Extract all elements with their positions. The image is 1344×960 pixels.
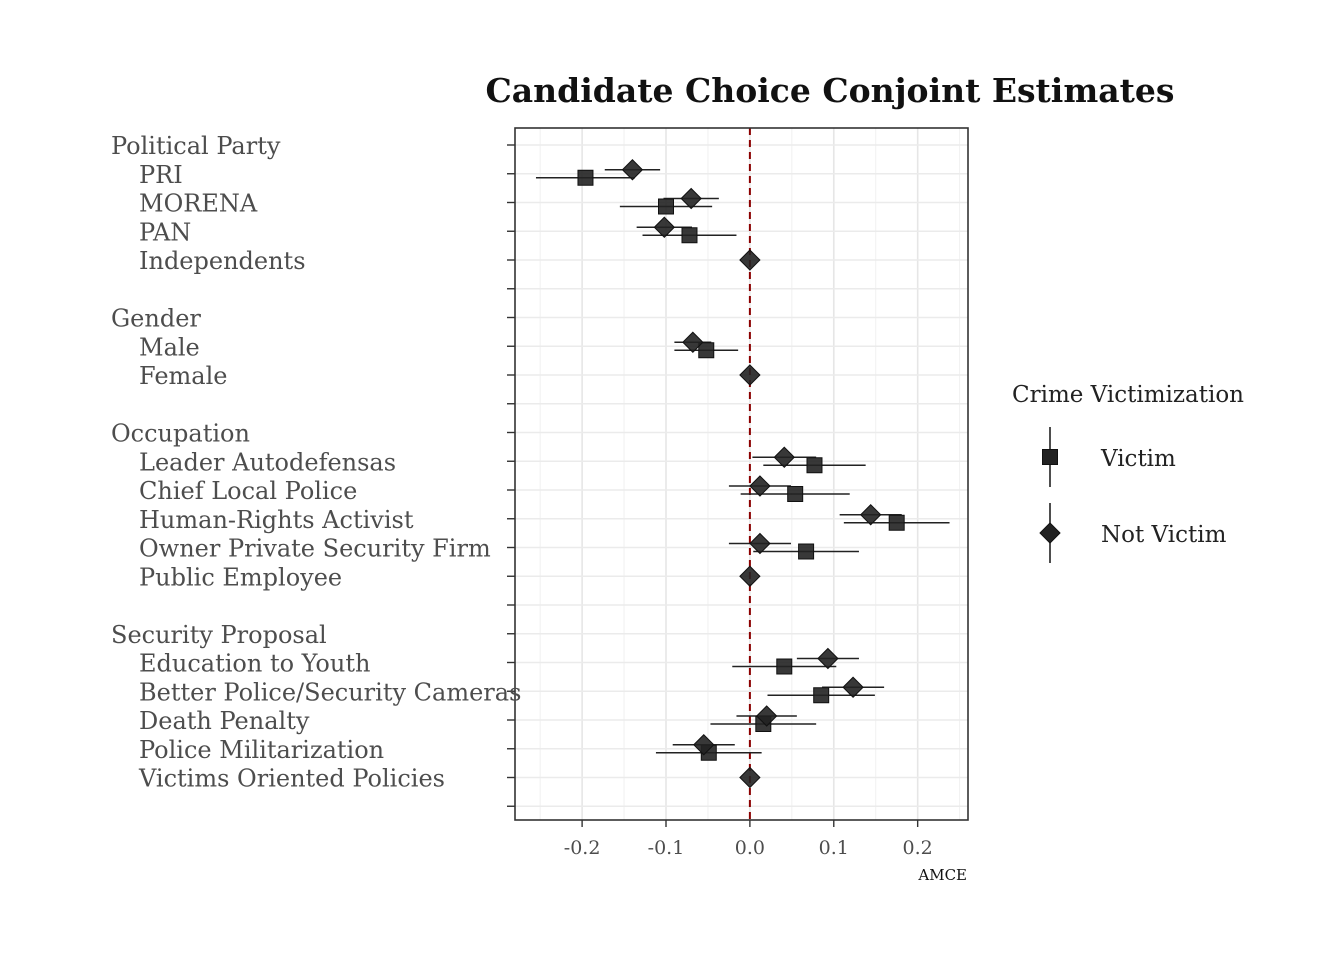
estimate-group <box>739 565 761 587</box>
legend-square-icon <box>1042 449 1058 465</box>
attribute-header: Occupation <box>111 420 250 448</box>
estimate-group <box>732 647 859 675</box>
level-label: Victims Oriented Policies <box>138 765 445 793</box>
legend-entry-label: Not Victim <box>1101 522 1227 548</box>
estimate-group <box>710 705 817 732</box>
estimate-group <box>739 766 761 789</box>
not-victim-point <box>773 446 795 468</box>
not-victim-point <box>755 705 778 727</box>
victim-point <box>813 687 830 704</box>
level-label: Male <box>139 333 200 361</box>
legend-entry-label: Victim <box>1100 446 1176 472</box>
level-label: PAN <box>139 218 191 246</box>
not-victim-point <box>653 216 676 238</box>
victim-point <box>776 658 793 675</box>
panel-border <box>514 127 969 821</box>
level-label: Better Police/Security Cameras <box>139 678 521 706</box>
x-axis-label: AMCE <box>917 866 967 884</box>
not-victim-point <box>693 734 715 756</box>
not-victim-point <box>621 159 644 181</box>
attribute-header: Security Proposal <box>111 621 327 649</box>
x-tick-label: 0.0 <box>735 837 765 859</box>
level-label: PRI <box>139 161 183 189</box>
estimate-group <box>728 475 850 502</box>
legend-title: Crime Victimization <box>1012 382 1244 408</box>
attribute-header: Political Party <box>111 132 281 160</box>
estimate-group <box>619 187 719 215</box>
not-victim-point <box>739 766 761 789</box>
x-tick-label: -0.2 <box>564 837 601 859</box>
chart-title: Candidate Choice Conjoint Estimates <box>486 71 1175 110</box>
plot-area <box>507 127 969 821</box>
not-victim-point <box>817 647 839 670</box>
not-victim-point <box>680 187 702 210</box>
x-tick-label: 0.1 <box>819 837 849 859</box>
victim-point <box>798 543 815 560</box>
attribute-header: Gender <box>111 305 201 333</box>
victim-point <box>681 227 698 244</box>
level-label: Independents <box>139 247 306 275</box>
victim-point <box>658 198 674 215</box>
level-label: Death Penalty <box>139 707 310 735</box>
level-label: Female <box>139 362 228 390</box>
level-label: Police Militarization <box>139 736 384 764</box>
estimate-group <box>752 446 866 474</box>
estimate-group <box>839 504 950 531</box>
level-label: Human-Rights Activist <box>139 506 414 534</box>
not-victim-point <box>682 331 704 353</box>
not-victim-point <box>739 364 761 386</box>
not-victim-point <box>739 565 761 587</box>
estimate-group <box>674 331 739 359</box>
not-victim-point <box>842 676 864 698</box>
panel-background <box>515 128 968 820</box>
level-label: Leader Autodefensas <box>139 448 396 476</box>
victim-point <box>698 342 715 359</box>
level-label: Education to Youth <box>139 650 370 678</box>
level-label: Chief Local Police <box>139 477 357 505</box>
x-tick-label: 0.2 <box>903 837 933 859</box>
estimate-group <box>535 159 661 186</box>
legend-diamond-icon <box>1039 522 1061 544</box>
estimate-group <box>767 676 885 704</box>
estimate-group <box>636 216 737 244</box>
level-label: Owner Private Security Firm <box>139 535 491 563</box>
victim-point <box>787 486 804 502</box>
level-label: Public Employee <box>139 563 342 591</box>
estimate-group <box>728 532 859 560</box>
not-victim-point <box>739 249 761 271</box>
x-tick-label: -0.1 <box>648 837 685 859</box>
not-victim-point <box>749 532 771 555</box>
estimate-group <box>739 249 761 271</box>
estimate-group <box>739 364 761 386</box>
estimate-group <box>655 734 762 761</box>
not-victim-point <box>749 475 771 497</box>
not-victim-point <box>859 504 882 526</box>
victim-point <box>888 514 905 531</box>
x-axis-ticks: -0.2 -0.1 0.0 0.1 0.2 <box>564 820 933 859</box>
legend: Crime Victimization Victim Not Victim <box>1012 382 1244 563</box>
victim-point <box>577 169 594 186</box>
victim-point <box>806 457 823 474</box>
level-label: MORENA <box>139 190 258 218</box>
